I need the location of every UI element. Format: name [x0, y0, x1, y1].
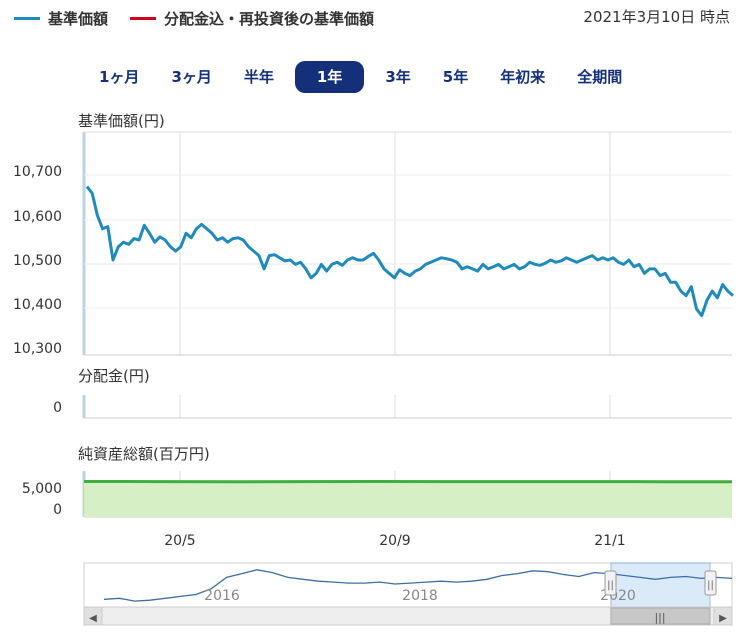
tab-ytd[interactable]: 年初来 [500, 68, 546, 86]
navigator-year-label: 2016 [204, 588, 240, 604]
legend-swatch-reinvested [130, 17, 157, 20]
navigator[interactable]: 2016 2018 2020 || || [83, 562, 733, 608]
tab-1-month[interactable]: 1ヶ月 [99, 68, 140, 86]
x-tick-label: 20/9 [379, 533, 410, 549]
as-of-date: 2021年3月10日 時点 [583, 8, 730, 26]
scroll-right-arrow-icon: ▶ [719, 613, 727, 624]
navigator-series [103, 569, 733, 602]
legend-label-reinvested: 分配金込・再投資後の基準価額 [164, 10, 375, 28]
tab-all-time[interactable]: 全期間 [577, 68, 623, 86]
scrollbar[interactable]: ◀ ||| ▶ [83, 606, 733, 626]
nav-line[interactable] [85, 185, 734, 318]
legend-swatch-nav [14, 17, 40, 20]
nav-ytick-label: 10,300 [13, 341, 62, 357]
nav-ytick-label: 10,400 [13, 297, 62, 313]
x-tick-label: 20/5 [164, 533, 195, 549]
tab-1-year[interactable]: 1年 [294, 61, 365, 93]
scroll-right-button[interactable] [713, 606, 733, 626]
tab-5-years[interactable]: 5年 [442, 68, 469, 86]
scrollbar-grip-icon: ||| [654, 611, 665, 624]
tab-3-months[interactable]: 3ヶ月 [171, 68, 212, 86]
nav-ytick-label: 10,500 [13, 253, 62, 269]
scroll-left-arrow-icon: ◀ [89, 613, 97, 624]
distribution-panel-title: 分配金(円) [78, 367, 150, 385]
nav-ytick-label: 10,700 [13, 164, 62, 180]
right-handle-grip-icon: || [707, 580, 714, 591]
navigator-year-label: 2018 [402, 588, 438, 604]
legend-item-reinvested[interactable]: 分配金込・再投資後の基準価額 [130, 8, 374, 29]
net-assets-panel-title: 純資産総額(百万円) [78, 445, 210, 463]
distribution-ytick-label: 0 [53, 400, 62, 416]
net-assets-area [83, 479, 733, 517]
nav-ytick-label: 10,600 [13, 209, 62, 225]
navigator-right-handle[interactable] [704, 570, 717, 596]
tab-half-year[interactable]: 半年 [243, 68, 274, 86]
tab-3-years[interactable]: 3年 [385, 68, 411, 86]
x-tick-label: 21/1 [594, 533, 625, 549]
legend: 基準価額 分配金込・再投資後の基準価額 [14, 8, 374, 29]
legend-label-nav: 基準価額 [48, 10, 109, 28]
nav-panel-title: 基準価額(円) [78, 112, 165, 130]
net-assets-fill [84, 481, 732, 517]
left-handle-grip-icon: || [607, 580, 614, 591]
navigator-line [103, 569, 733, 602]
net-assets-ytick-label: 0 [53, 502, 62, 518]
nav-line-series[interactable] [85, 185, 734, 318]
net-assets-ytick-label: 5,000 [22, 481, 62, 497]
scrollbar-thumb[interactable] [610, 607, 711, 625]
scroll-left-button[interactable] [83, 606, 103, 626]
legend-item-nav[interactable]: 基準価額 [14, 8, 108, 29]
period-tabs: 1ヶ月 3ヶ月 半年 1年 3年 5年 年初来 全期間 [88, 61, 643, 93]
navigator-left-handle[interactable] [604, 570, 617, 596]
